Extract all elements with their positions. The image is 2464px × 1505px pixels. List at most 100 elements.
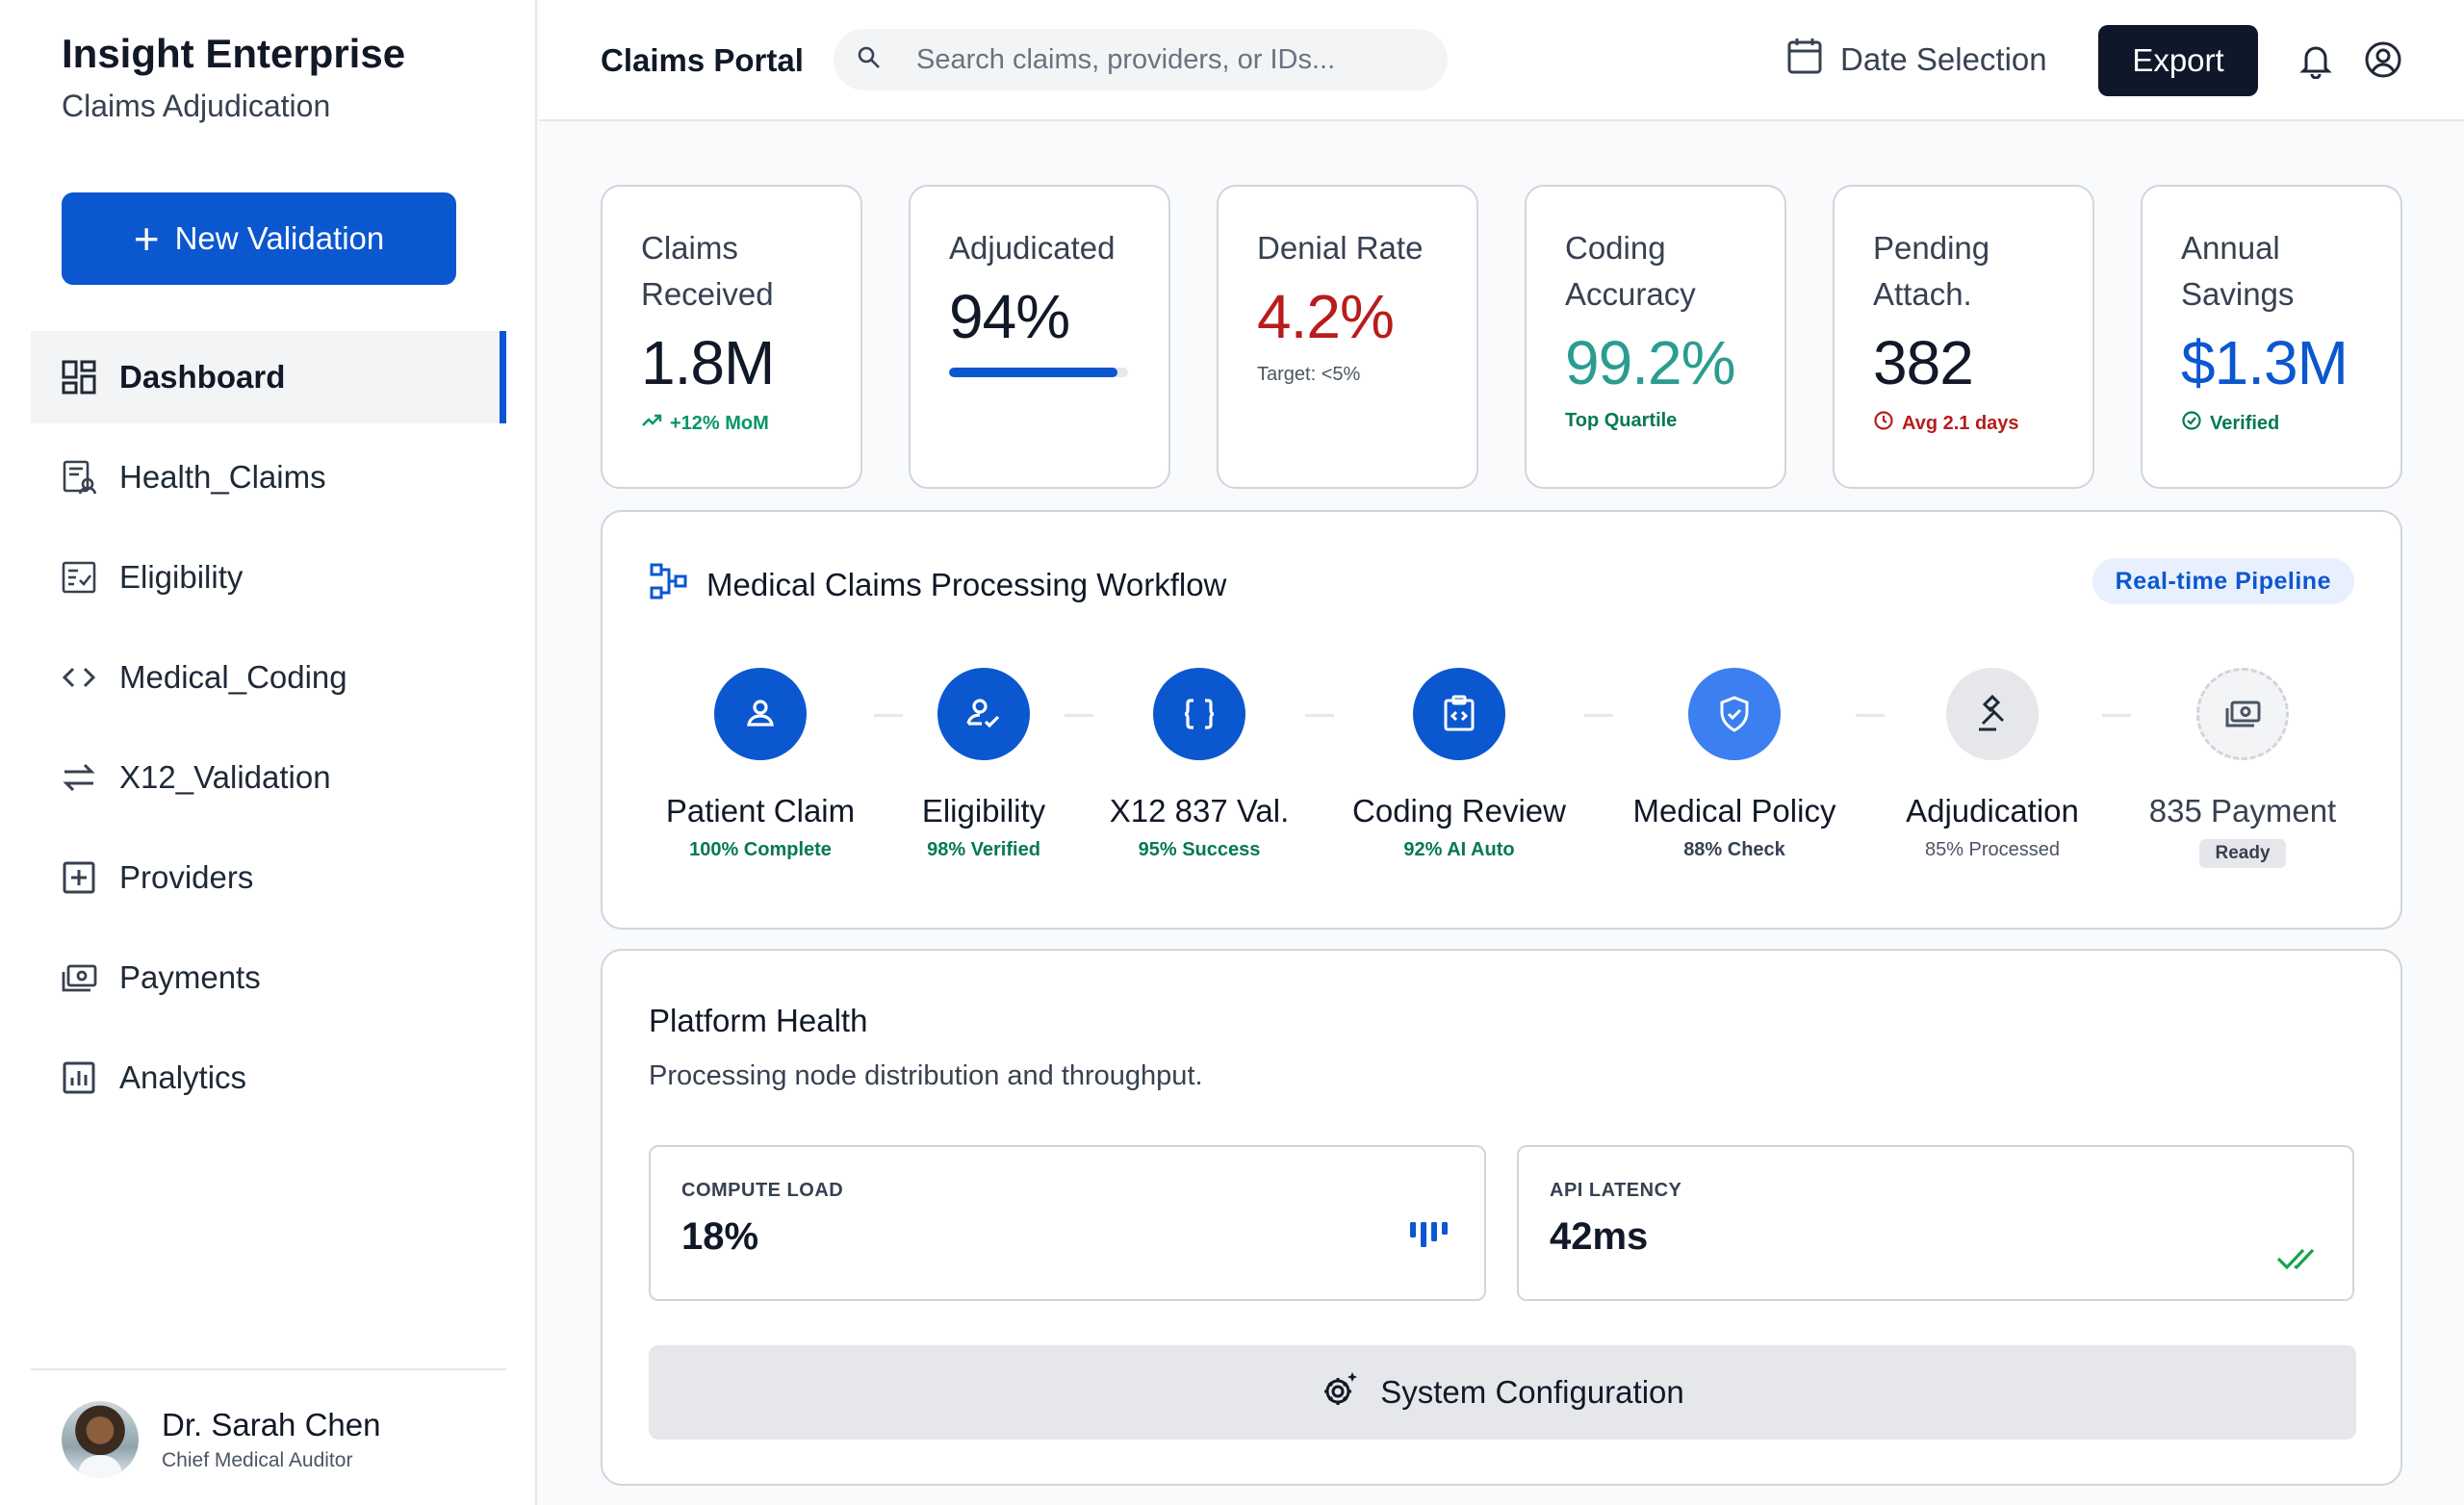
brand-subtitle: Claims Adjudication bbox=[62, 89, 331, 123]
sidebar-item-label: X12_Validation bbox=[119, 759, 331, 795]
step-connector bbox=[2102, 714, 2131, 717]
sidebar-item-dashboard[interactable]: Dashboard bbox=[31, 331, 506, 423]
step-status: 100% Complete bbox=[689, 839, 832, 860]
payments-icon bbox=[60, 958, 98, 997]
user-check-icon bbox=[937, 668, 1030, 760]
avatar bbox=[62, 1401, 139, 1478]
kpi-label: Adjudicated bbox=[949, 230, 1116, 266]
kpi-card-coding-accuracy[interactable]: Coding Accuracy 99.2% Top Quartile bbox=[1525, 185, 1786, 489]
step-status: 85% Processed bbox=[1924, 839, 2061, 860]
workflow-step-medical-policy[interactable]: Medical Policy 88% Check bbox=[1609, 668, 1860, 861]
step-status: 95% Success bbox=[1138, 839, 1261, 860]
payments-icon bbox=[2196, 668, 2289, 760]
step-label: Eligibility bbox=[921, 793, 1046, 829]
sidebar-item-payments[interactable]: Payments bbox=[31, 931, 506, 1024]
sidebar: Insight Enterprise Claims Adjudication +… bbox=[0, 0, 537, 1505]
shield-check-icon bbox=[1688, 668, 1781, 760]
code-icon bbox=[60, 658, 98, 697]
kpi-note: Top Quartile bbox=[1565, 410, 1678, 431]
sidebar-item-label: Eligibility bbox=[119, 559, 244, 595]
sidebar-item-medical-coding[interactable]: Medical_Coding bbox=[31, 631, 506, 724]
sidebar-item-x12-validation[interactable]: X12_Validation bbox=[31, 731, 506, 824]
kpi-note: +12% MoM bbox=[641, 410, 860, 437]
health-subtitle: Processing node distribution and through… bbox=[649, 1060, 1203, 1091]
kpi-value: $1.3M bbox=[2181, 328, 2348, 397]
step-connector bbox=[874, 714, 903, 717]
clock-icon bbox=[1873, 410, 1894, 437]
user-profile[interactable]: Dr. Sarah Chen Chief Medical Auditor bbox=[62, 1401, 380, 1478]
export-button[interactable]: Export bbox=[2098, 25, 2258, 96]
kpi-label: Coding Accuracy bbox=[1565, 230, 1696, 312]
double-check-icon bbox=[2275, 1239, 2323, 1278]
ready-badge: Ready bbox=[2199, 839, 2286, 868]
date-selection-button[interactable]: Date Selection bbox=[1786, 37, 2047, 83]
sidebar-item-label: Medical_Coding bbox=[119, 659, 347, 695]
workflow-title: Medical Claims Processing Workflow bbox=[706, 567, 1227, 602]
clipboard-code-icon bbox=[1413, 668, 1505, 760]
claims-workflow-panel: Medical Claims Processing Workflow Real-… bbox=[601, 510, 2402, 930]
workflow-header: Medical Claims Processing Workflow bbox=[649, 562, 1226, 608]
kpi-label: Pending Attach. bbox=[1873, 230, 1990, 312]
realtime-pipeline-badge: Real-time Pipeline bbox=[2092, 558, 2354, 604]
new-validation-label: New Validation bbox=[174, 220, 385, 256]
metric-card-compute-load: COMPUTE LOAD 18% bbox=[649, 1145, 1486, 1301]
step-label: Medical Policy bbox=[1632, 793, 1836, 829]
gavel-icon bbox=[1946, 668, 2039, 760]
kpi-label: Denial Rate bbox=[1257, 230, 1424, 266]
kpi-card-pending-attach[interactable]: Pending Attach. 382 Avg 2.1 days bbox=[1833, 185, 2094, 489]
metric-card-api-latency: API LATENCY 42ms bbox=[1517, 1145, 2354, 1301]
checklist-icon bbox=[60, 558, 98, 597]
step-status: 92% AI Auto bbox=[1403, 839, 1515, 860]
top-header: Claims Portal Date Selection Export bbox=[539, 0, 2464, 121]
bell-icon[interactable] bbox=[2297, 40, 2335, 80]
claims-document-icon bbox=[60, 458, 98, 497]
kpi-note: Verified bbox=[2181, 410, 2400, 437]
workflow-step-x12-837[interactable]: X12 837 Val. 95% Success bbox=[1074, 668, 1324, 861]
braces-icon bbox=[1153, 668, 1245, 760]
kpi-card-denial-rate[interactable]: Denial Rate 4.2% Target: <5% bbox=[1217, 185, 1478, 489]
workflow-step-adjudication[interactable]: Adjudication 85% Processed bbox=[1867, 668, 2118, 861]
account-icon[interactable] bbox=[2364, 40, 2402, 79]
kpi-value: 382 bbox=[1873, 328, 1974, 397]
sidebar-divider bbox=[31, 1368, 506, 1370]
sidebar-item-providers[interactable]: Providers bbox=[31, 831, 506, 924]
workflow-step-patient-claim[interactable]: Patient Claim 100% Complete bbox=[635, 668, 886, 861]
new-validation-button[interactable]: + New Validation bbox=[62, 192, 456, 285]
sidebar-item-eligibility[interactable]: Eligibility bbox=[31, 531, 506, 624]
step-label: Coding Review bbox=[1352, 793, 1566, 829]
system-configuration-button[interactable]: System Configuration bbox=[649, 1345, 2356, 1440]
sidebar-item-analytics[interactable]: Analytics bbox=[31, 1032, 506, 1124]
metric-value: 18% bbox=[681, 1215, 759, 1258]
metric-label: COMPUTE LOAD bbox=[681, 1180, 844, 1201]
platform-health-panel: Platform Health Processing node distribu… bbox=[601, 949, 2402, 1486]
sidebar-item-label: Dashboard bbox=[119, 359, 286, 395]
step-label: Patient Claim bbox=[665, 793, 856, 829]
step-label: Adjudication bbox=[1906, 793, 2079, 829]
brand-title: Insight Enterprise bbox=[62, 31, 406, 76]
sidebar-item-health-claims[interactable]: Health_Claims bbox=[31, 431, 506, 523]
workflow-step-eligibility[interactable]: Eligibility 98% Verified bbox=[859, 668, 1109, 861]
bar-activity-icon bbox=[1407, 1214, 1455, 1253]
sidebar-item-label: Providers bbox=[119, 859, 254, 895]
step-connector bbox=[1305, 714, 1334, 717]
kpi-card-claims-received[interactable]: Claims Received 1.8M +12% MoM bbox=[601, 185, 862, 489]
profile-role: Chief Medical Auditor bbox=[162, 1449, 353, 1471]
workflow-step-coding-review[interactable]: Coding Review 92% AI Auto bbox=[1334, 668, 1584, 861]
sidebar-nav: Dashboard Health_Claims Eligibility Medi… bbox=[31, 331, 506, 1132]
sidebar-item-label: Analytics bbox=[119, 1059, 247, 1095]
kpi-label: Annual Savings bbox=[2181, 230, 2295, 312]
kpi-card-adjudicated[interactable]: Adjudicated 94% bbox=[909, 185, 1170, 489]
kpi-card-annual-savings[interactable]: Annual Savings $1.3M Verified bbox=[2141, 185, 2402, 489]
search-bar[interactable] bbox=[834, 29, 1448, 90]
kpi-note-text: Verified bbox=[2210, 412, 2280, 434]
search-input[interactable] bbox=[916, 43, 1436, 76]
user-icon bbox=[714, 668, 807, 760]
kpi-note-text: +12% MoM bbox=[670, 412, 769, 434]
health-title: Platform Health bbox=[649, 1003, 868, 1038]
kpi-note: Target: <5% bbox=[1257, 364, 1361, 385]
workflow-step-835-payment[interactable]: 835 Payment Ready bbox=[2118, 668, 2368, 868]
calendar-icon bbox=[1786, 37, 1823, 83]
step-connector bbox=[1584, 714, 1613, 717]
trending-up-icon bbox=[641, 410, 662, 437]
kpi-value: 99.2% bbox=[1565, 328, 1735, 397]
